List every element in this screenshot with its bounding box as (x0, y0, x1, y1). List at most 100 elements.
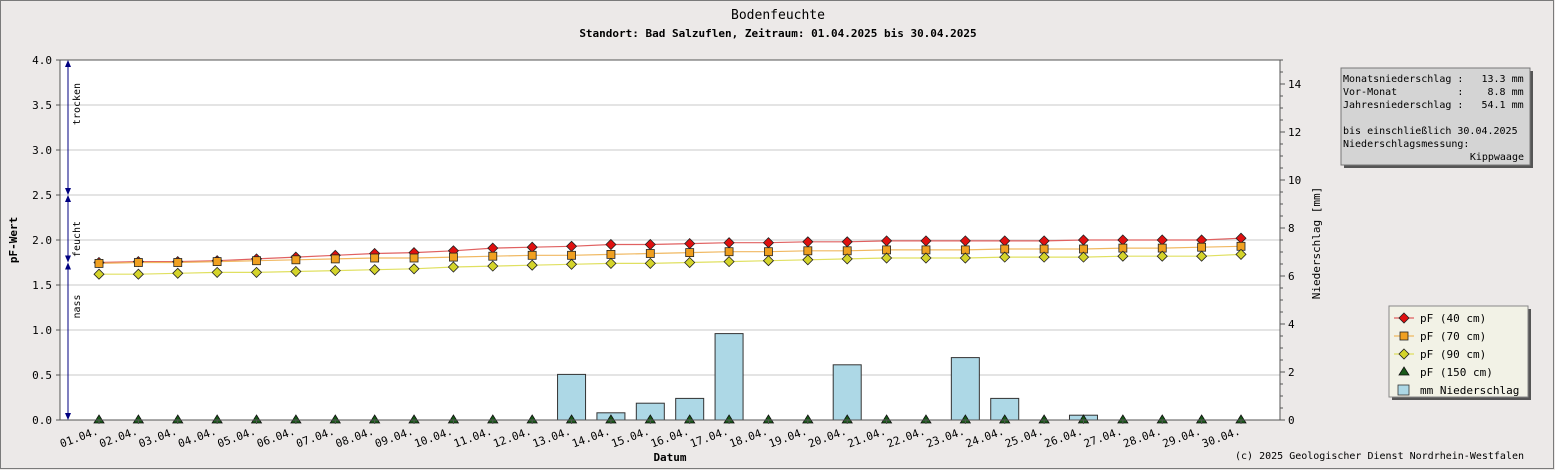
x-axis-label: Datum (653, 451, 686, 464)
diamond-marker (172, 267, 184, 279)
legend-label: mm Niederschlag (1420, 384, 1519, 397)
y-tick-label: 1.0 (32, 324, 52, 337)
diamond-marker (93, 268, 105, 280)
copyright: (c) 2025 Geologischer Dienst Nordrhein-W… (1235, 451, 1524, 462)
y2-tick-label: 2 (1288, 366, 1295, 379)
diamond-marker (1077, 251, 1090, 263)
y2-tick-label: 0 (1288, 414, 1295, 427)
square-marker (133, 258, 143, 267)
info-box: Monatsniederschlag : 13.3 mm Vor-Monat :… (1340, 67, 1533, 168)
info-box-panel (1340, 67, 1531, 166)
square-marker (252, 256, 261, 266)
square-marker (764, 247, 773, 257)
pf-lines (98, 237, 1242, 275)
diamond-marker (329, 265, 341, 277)
diamond-marker (1196, 250, 1208, 262)
diamond-marker (762, 255, 775, 267)
diamond-marker (605, 257, 617, 269)
y2-axis-label: Niederschlag [mm] (1310, 187, 1323, 300)
square-marker (212, 257, 222, 267)
chart-title: Bodenfeuchte (731, 8, 825, 23)
y-tick-label: 2.5 (32, 189, 52, 202)
y2-tick-label: 12 (1288, 126, 1301, 139)
diamond-marker (920, 252, 932, 264)
chart-subtitle: Standort: Bad Salzuflen, Zeitraum: 01.04… (579, 27, 976, 40)
triangle-marker (1398, 366, 1410, 376)
square-marker (291, 255, 301, 265)
y-tick-label: 0.5 (32, 369, 52, 382)
diamond-marker (290, 265, 302, 278)
y-tick-label: 1.5 (32, 279, 52, 292)
diamond-marker (526, 259, 538, 271)
square-marker (1197, 242, 1207, 252)
diamond-marker (605, 238, 617, 251)
diamond-marker (1398, 348, 1410, 360)
square-marker (409, 253, 419, 263)
legend-items: pF (40 cm) pF (70 cm) pF (90 cm) pF (150 cm… (1394, 312, 1519, 397)
legend-swatch (1397, 384, 1410, 396)
square-marker (724, 247, 734, 257)
gridlines (60, 59, 1280, 421)
square-marker (527, 250, 537, 260)
square-marker (449, 252, 458, 262)
zone-label: trocken (72, 83, 83, 125)
zone-arrowhead (65, 255, 71, 263)
diamond-marker (447, 261, 459, 273)
precipitation-bar (950, 357, 980, 421)
y-tick-label: 4.0 (32, 54, 52, 67)
series-line (98, 237, 1242, 264)
diamond-marker (881, 252, 893, 264)
legend-label: pF (70 cm) (1420, 330, 1486, 343)
diamond-marker (132, 268, 144, 280)
diamond-marker (1038, 251, 1050, 263)
zone-arrowhead (65, 60, 71, 67)
series-line (99, 253, 1242, 275)
info-line: Monatsniederschlag : 13.3 mm (1343, 74, 1524, 85)
y2-tick-label: 4 (1288, 318, 1295, 331)
zone-arrowhead (65, 195, 71, 202)
diamond-marker (487, 260, 499, 272)
square-marker (1399, 331, 1409, 341)
diamond-marker (999, 251, 1011, 263)
diamond-marker (959, 252, 971, 264)
diamond-marker (723, 256, 735, 268)
square-marker (567, 250, 576, 260)
y2-tick-label: 8 (1288, 222, 1295, 235)
zone-arrowhead (65, 413, 71, 420)
diamond-marker (684, 256, 696, 269)
diamond-marker (565, 258, 578, 270)
y2-tick-label: 10 (1288, 174, 1301, 187)
info-line: Kippwaage (1470, 152, 1524, 163)
precipitation-bar (832, 364, 862, 421)
y-tick-label: 0.0 (32, 414, 52, 427)
zone-label: nass (72, 294, 83, 318)
right-axis-ticks: 0 2 4 6 8 10 12 14 (1280, 59, 1302, 427)
zone-arrowhead (65, 188, 71, 195)
info-line: Jahresniederschlag : 54.1 mm (1343, 100, 1524, 111)
square-marker (94, 258, 104, 268)
square-marker (330, 254, 340, 264)
info-line: bis einschließlich 30.04.2025 (1343, 126, 1518, 137)
square-marker (645, 249, 655, 258)
precipitation-bar (557, 373, 587, 421)
y2-tick-label: 14 (1288, 78, 1302, 91)
square-marker (606, 249, 616, 259)
precipitation-bar (714, 333, 744, 421)
diamond-marker (408, 263, 420, 275)
info-line: Niederschlagsmessung: (1343, 139, 1469, 150)
zone-label: feucht (72, 221, 83, 257)
diamond-marker (211, 266, 223, 278)
legend-label: pF (150 cm) (1420, 366, 1493, 379)
diamond-marker (1235, 248, 1247, 260)
precipitation-bars (557, 333, 1098, 421)
square-marker (803, 246, 813, 256)
series-line (98, 245, 1242, 264)
diamond-marker (841, 253, 853, 265)
diamond-marker (1398, 312, 1410, 324)
diamond-marker (802, 254, 814, 266)
diamond-marker (644, 257, 656, 269)
zone-arrowhead (65, 262, 71, 270)
moisture-zones: trocken feucht nass (65, 60, 83, 420)
square-marker (173, 258, 183, 267)
